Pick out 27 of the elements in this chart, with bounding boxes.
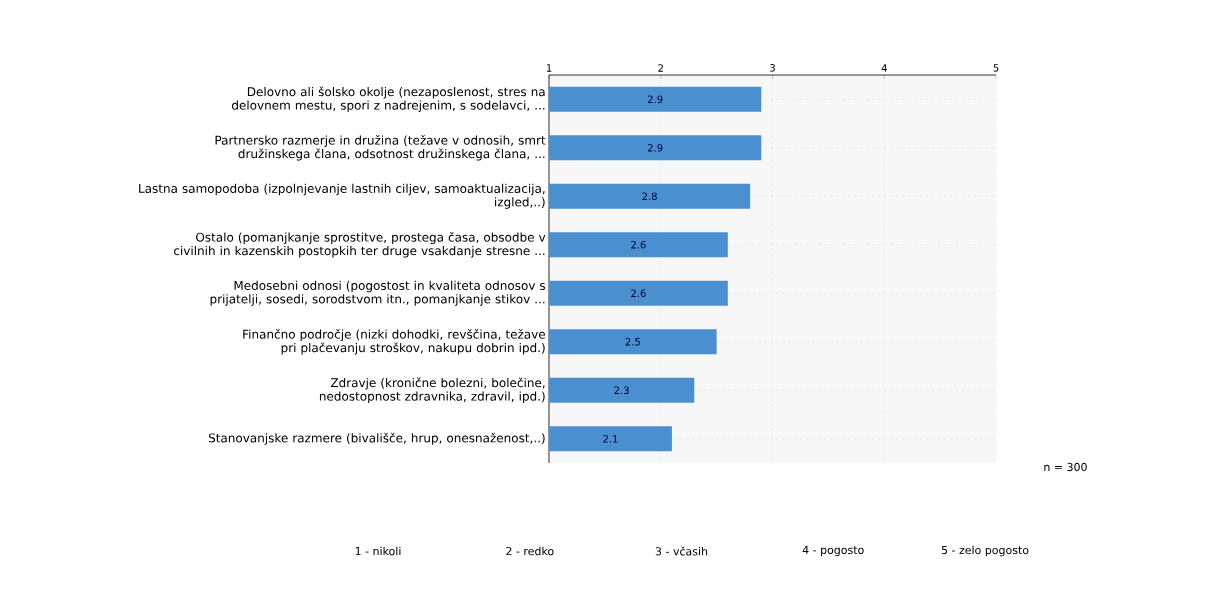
x-tick-label: 5 (993, 64, 999, 72)
data-label: 2.6 (631, 289, 646, 298)
x-tick-label: 2 (658, 64, 663, 72)
y-tick-label: Finančno področje (nizki dohodki, revščina, težave pri plačevanju stroškov, nakupu dobrin ipd.) (243, 328, 546, 355)
x-tick-label: 3 (770, 64, 775, 72)
text: n = 300 (1044, 462, 1087, 472)
text: 3 - včasih (655, 546, 708, 556)
y-tick-label: Partnersko razmerje in družina (težave v odnosih, smrt družinskega člana, odsotnost družinskega člana, ... (215, 134, 546, 161)
data-label: 2.8 (642, 192, 657, 201)
y-tick-label: Lastna samopodoba (izpolnjevanje lastnih ciljev, samoaktualizacija, izgled,..) (139, 183, 545, 209)
y-tick-label: Stanovanjske razmere (bivališče, hrup, onesnaženost,..) (208, 432, 545, 445)
y-tick-label: Delovno ali šolsko okolje (nezaposlenost, stres na delovnem mestu, spori z nadrejenim, s sodelavci, ... (231, 86, 545, 113)
text: 1 - nikoli (355, 546, 401, 556)
data-label: 2.1 (603, 435, 618, 443)
data-label: 2.9 (647, 143, 663, 152)
data-label: 2.9 (647, 95, 663, 104)
x-tick-label: 4 (881, 64, 887, 72)
x-tick-label: 1 (546, 64, 552, 72)
y-tick-label: Medosebni odnosi (pogostost in kvaliteta odnosov s prijatelji, sosedi, sorodstvom itn., pomanjkanje stikov ... (210, 280, 546, 306)
data-label: 2.5 (625, 337, 640, 346)
text: 2 - redko (506, 546, 554, 556)
y-tick-label: Ostalo (pomanjkanje sprostitve, prostega časa, obsodbe v civilnih in kazenskih postopkih ter druge vsakdanje stresne ... (174, 231, 546, 258)
data-label: 2.6 (631, 240, 646, 249)
text: 4 - pogosto (802, 545, 864, 557)
y-tick-label: Zdravje (kronične bolezni, bolečine, nedostopnost zdravnika, zdravil, ipd.) (319, 377, 545, 404)
data-label: 2.3 (614, 386, 629, 395)
text: 5 - zelo pogosto (941, 545, 1029, 557)
